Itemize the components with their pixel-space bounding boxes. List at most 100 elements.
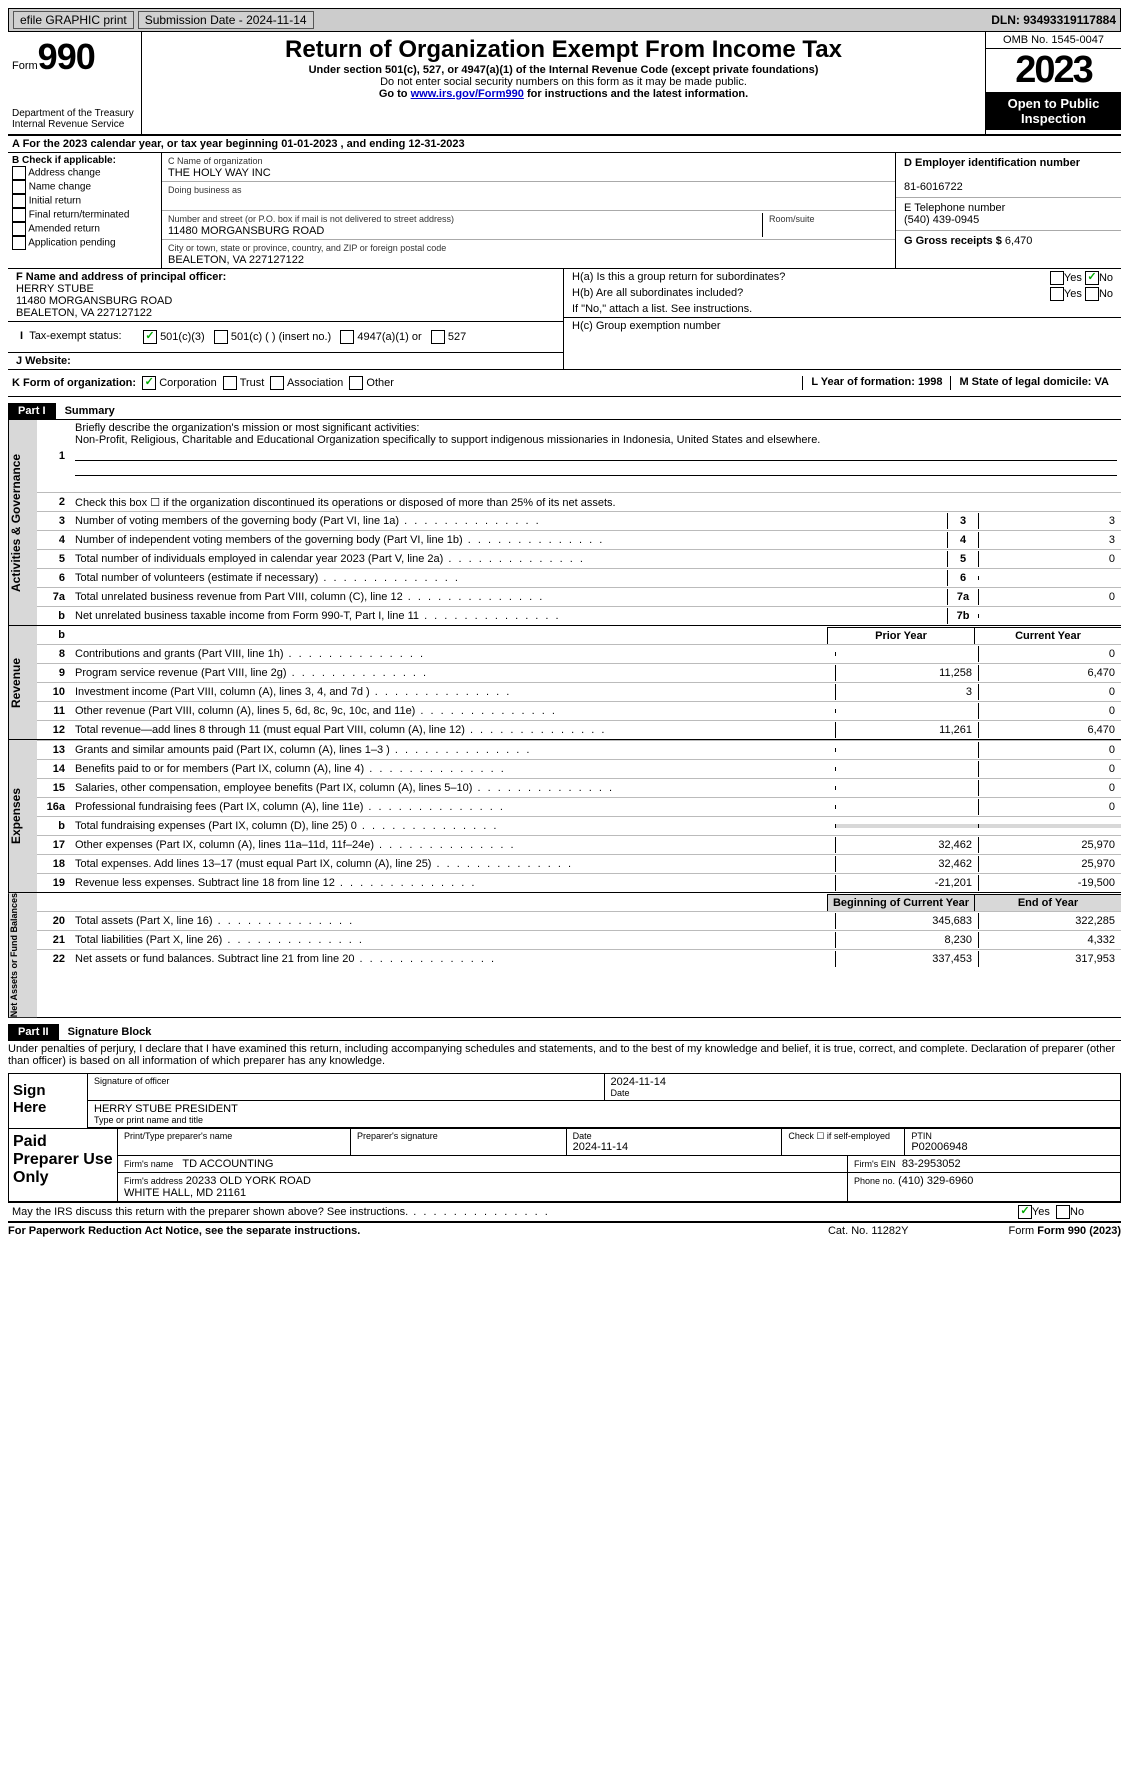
officer-street: 11480 MORGANSBURG ROAD [16, 295, 172, 307]
irs-link[interactable]: www.irs.gov/Form990 [411, 88, 524, 100]
discuss-label: May the IRS discuss this return with the… [8, 1204, 981, 1220]
exp-tab-label: Expenses [8, 740, 37, 892]
form-header: Form990 Department of the Treasury Inter… [8, 32, 1121, 135]
l2-desc: Check this box ☐ if the organization dis… [71, 494, 1121, 511]
no-ssn-note: Do not enter social security numbers on … [150, 76, 977, 88]
org-name: THE HOLY WAY INC [168, 167, 271, 179]
boy-header: Beginning of Current Year [827, 894, 974, 911]
line-12: 12 Total revenue—add lines 8 through 11 … [37, 720, 1121, 739]
discuss-yes-checkbox[interactable] [1018, 1205, 1032, 1219]
line-18: 18 Total expenses. Add lines 13–17 (must… [37, 854, 1121, 873]
501c3-checkbox[interactable] [143, 330, 157, 344]
final-return-label: Final return/terminated [29, 210, 130, 221]
gov-tab-label: Activities & Governance [8, 420, 37, 625]
firm-name: TD ACCOUNTING [182, 1158, 273, 1170]
pra-notice: For Paperwork Reduction Act Notice, see … [8, 1225, 360, 1237]
addr-change-label: Address change [28, 168, 100, 179]
ein-value: 81-6016722 [904, 181, 963, 193]
ha-no-checkbox[interactable] [1085, 271, 1099, 285]
name-change-checkbox[interactable] [12, 180, 26, 194]
open-to-public: Open to Public Inspection [986, 92, 1121, 130]
preparer-sig-label: Preparer's signature [357, 1131, 560, 1141]
sign-here-block: Sign Here Signature of officer 2024-11-1… [8, 1073, 1121, 1129]
501c3-label: 501(c)(3) [160, 331, 205, 343]
corp-checkbox[interactable] [142, 376, 156, 390]
ptin-value: P02006948 [911, 1141, 967, 1153]
part2-header-row: Part II Signature Block [8, 1024, 1121, 1041]
initial-return-checkbox[interactable] [12, 194, 26, 208]
l-formation: L Year of formation: 1998 [811, 376, 942, 388]
line-5: 5 Total number of individuals employed i… [37, 549, 1121, 568]
page-footer: For Paperwork Reduction Act Notice, see … [8, 1222, 1121, 1239]
ein-label: D Employer identification number [904, 157, 1080, 169]
app-pending-checkbox[interactable] [12, 236, 26, 250]
preparer-date-label: Date [573, 1131, 776, 1141]
assoc-checkbox[interactable] [270, 376, 284, 390]
room-label: Room/suite [769, 214, 815, 224]
other-checkbox[interactable] [349, 376, 363, 390]
hc-label: H(c) Group exemption number [572, 320, 721, 332]
hb-no-checkbox[interactable] [1085, 287, 1099, 301]
line-6: 6 Total number of volunteers (estimate i… [37, 568, 1121, 587]
row-klm: K Form of organization: Corporation Trus… [8, 370, 1121, 397]
line-9: 9 Program service revenue (Part VIII, li… [37, 663, 1121, 682]
activities-governance-section: Activities & Governance 1 Briefly descri… [8, 420, 1121, 626]
gross-label: G Gross receipts $ [904, 235, 1002, 247]
efile-print-button[interactable]: efile GRAPHIC print [13, 11, 134, 29]
line-b: b Net unrelated business taxable income … [37, 606, 1121, 625]
amended-label: Amended return [28, 224, 100, 235]
firm-phone-label: Phone no. [854, 1176, 895, 1186]
corp-label: Corporation [159, 377, 216, 389]
omb-number: OMB No. 1545-0047 [986, 32, 1121, 49]
discuss-no-checkbox[interactable] [1056, 1205, 1070, 1219]
yes-label: Yes [1064, 272, 1082, 284]
tel-label: E Telephone number [904, 202, 1005, 214]
submission-date-button[interactable]: Submission Date - 2024-11-14 [138, 11, 314, 29]
m-domicile: M State of legal domicile: VA [959, 376, 1109, 388]
cat-no: Cat. No. 11282Y [828, 1225, 909, 1237]
addr-change-checkbox[interactable] [12, 166, 26, 180]
box-b-label: B Check if applicable: [12, 155, 116, 166]
yes-label-2: Yes [1064, 288, 1082, 300]
line-22: 22 Net assets or fund balances. Subtract… [37, 949, 1121, 968]
assoc-label: Association [287, 377, 343, 389]
tax-status-label: Tax-exempt status: [29, 330, 121, 342]
gross-value: 6,470 [1005, 235, 1033, 247]
4947-checkbox[interactable] [340, 330, 354, 344]
form-footer: Form Form 990 (2023) [1009, 1225, 1122, 1237]
section-f-to-j: F Name and address of principal officer:… [8, 269, 1121, 370]
row-a-period: A For the 2023 calendar year, or tax yea… [8, 135, 1121, 153]
part1-header-row: Part I Summary [8, 403, 1121, 420]
line-b: b Total fundraising expenses (Part IX, c… [37, 816, 1121, 835]
amended-checkbox[interactable] [12, 222, 26, 236]
ha-label: H(a) Is this a group return for subordin… [572, 271, 785, 283]
line-16a: 16a Professional fundraising fees (Part … [37, 797, 1121, 816]
firm-phone: (410) 329-6960 [898, 1175, 973, 1187]
line-15: 15 Salaries, other compensation, employe… [37, 778, 1121, 797]
officer-name: HERRY STUBE [16, 283, 94, 295]
527-checkbox[interactable] [431, 330, 445, 344]
hb-yes-checkbox[interactable] [1050, 287, 1064, 301]
form-title: Return of Organization Exempt From Incom… [150, 36, 977, 64]
part2-title: Signature Block [68, 1026, 152, 1038]
eoy-header: End of Year [974, 894, 1121, 911]
527-label: 527 [448, 331, 466, 343]
part1-header: Part I [8, 403, 56, 419]
trust-label: Trust [240, 377, 265, 389]
officer-city: BEALETON, VA 227127122 [16, 307, 152, 319]
501c-label: 501(c) ( ) (insert no.) [231, 331, 331, 343]
final-return-checkbox[interactable] [12, 208, 26, 222]
501c-checkbox[interactable] [214, 330, 228, 344]
line-17: 17 Other expenses (Part IX, column (A), … [37, 835, 1121, 854]
4947-label: 4947(a)(1) or [357, 331, 421, 343]
irs-label: Internal Revenue Service [12, 119, 137, 130]
ha-yes-checkbox[interactable] [1050, 271, 1064, 285]
trust-checkbox[interactable] [223, 376, 237, 390]
form-subtitle: Under section 501(c), 527, or 4947(a)(1)… [150, 64, 977, 76]
part2-header: Part II [8, 1024, 59, 1040]
line-13: 13 Grants and similar amounts paid (Part… [37, 740, 1121, 759]
street-label: Number and street (or P.O. box if mail i… [168, 214, 454, 224]
line-8: 8 Contributions and grants (Part VIII, l… [37, 644, 1121, 663]
top-bar: efile GRAPHIC print Submission Date - 20… [8, 8, 1121, 32]
current-year-header: Current Year [974, 627, 1121, 644]
